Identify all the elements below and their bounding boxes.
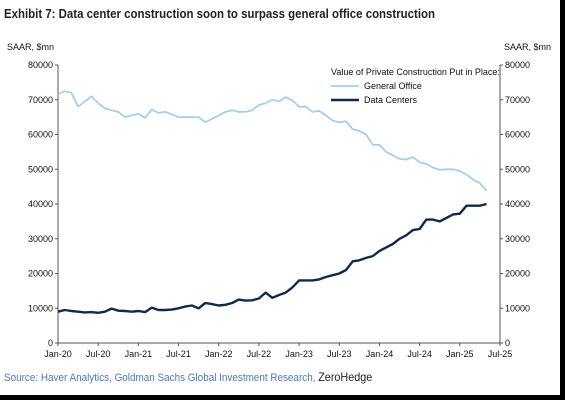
source-note: Source: Haver Analytics, Goldman Sachs G… xyxy=(4,370,372,384)
y-axis-unit-right: SAAR, $mn xyxy=(504,42,551,52)
chart-title: Exhibit 7: Data center construction soon… xyxy=(4,6,435,21)
source-text: Source: Haver Analytics, Goldman Sachs G… xyxy=(4,372,316,384)
y-tick-label-right: 70000 xyxy=(505,95,530,105)
x-tick-label: Jan-22 xyxy=(205,349,233,359)
x-tick-label: Jul-22 xyxy=(247,349,272,359)
x-tick-label: Jul-21 xyxy=(166,349,191,359)
series-line-general-office xyxy=(57,90,488,192)
legend: Value of Private Construction Put in Pla… xyxy=(331,67,500,105)
x-tick-label: Jan-21 xyxy=(125,349,153,359)
chart-frame: Exhibit 7: Data center construction soon… xyxy=(0,0,560,395)
y-tick-label-left: 80000 xyxy=(28,60,53,70)
axes: 0 0 10000 10000 20000 20000 30000 30000 40000 400… xyxy=(7,42,551,359)
brand-watermark: ZeroHedge xyxy=(318,370,373,384)
border-right xyxy=(560,0,565,400)
y-tick-label-right: 40000 xyxy=(505,199,530,209)
y-tick-label-left: 50000 xyxy=(28,164,53,174)
y-tick-label-left: 60000 xyxy=(28,130,53,140)
x-tick-label: Jul-24 xyxy=(407,349,432,359)
y-tick-label-left: 40000 xyxy=(28,199,53,209)
y-tick-label-right: 10000 xyxy=(505,303,530,313)
series-line-data-centers xyxy=(57,202,487,314)
y-tick-label-right: 20000 xyxy=(505,269,530,279)
series-layer xyxy=(57,90,488,314)
legend-label: General Office xyxy=(364,81,422,91)
legend-label: Data Centers xyxy=(364,95,418,105)
legend-title: Value of Private Construction Put in Pla… xyxy=(331,67,500,77)
y-tick-label-left: 10000 xyxy=(28,303,53,313)
y-tick-label-left: 70000 xyxy=(28,95,53,105)
y-tick-label-right: 80000 xyxy=(505,60,530,70)
border-bottom xyxy=(0,395,565,400)
x-tick-label: Jan-24 xyxy=(366,349,394,359)
y-tick-label-left: 0 xyxy=(48,338,53,348)
x-tick-label: Jul-23 xyxy=(327,349,352,359)
y-tick-label-left: 20000 xyxy=(28,269,53,279)
y-axis-unit-left: SAAR, $mn xyxy=(7,42,54,52)
x-tick-label: Jan-25 xyxy=(446,349,474,359)
x-tick-label: Jan-20 xyxy=(44,349,72,359)
line-chart: 0 0 10000 10000 20000 20000 30000 30000 40000 400… xyxy=(7,42,551,359)
y-tick-label-right: 60000 xyxy=(505,130,530,140)
y-tick-label-left: 30000 xyxy=(28,234,53,244)
x-tick-label: Jan-23 xyxy=(285,349,313,359)
y-tick-label-right: 0 xyxy=(505,338,510,348)
y-tick-label-right: 50000 xyxy=(505,164,530,174)
x-tick-label: Jul-20 xyxy=(86,349,111,359)
x-tick-label: Jul-25 xyxy=(488,349,513,359)
y-tick-label-right: 30000 xyxy=(505,234,530,244)
